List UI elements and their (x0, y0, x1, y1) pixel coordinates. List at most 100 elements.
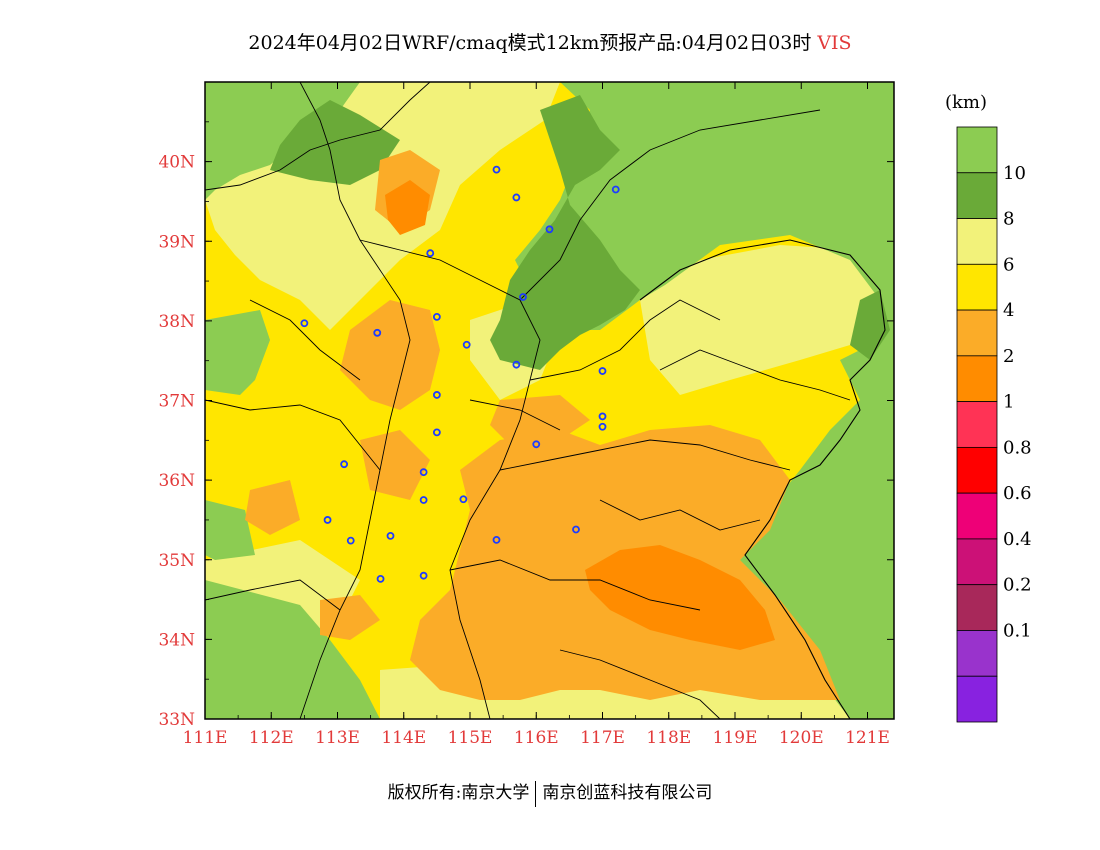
legend: (km) 10 8 6 4 2 1 0.8 0.6 0.4 0.2 0.1 (945, 92, 1032, 723)
vis-zone-gt10 (205, 310, 270, 395)
lat-tick-label: 36N (158, 471, 195, 491)
vis-zone-1-2 (385, 180, 430, 235)
city-station-marker (419, 571, 428, 580)
admin-border (559, 649, 721, 719)
lat-tick-label: 37N (158, 392, 195, 412)
legend-swatch (956, 401, 998, 448)
city-station-marker (376, 574, 385, 583)
vis-zone-8-10 (490, 95, 640, 370)
city-station-marker (419, 496, 428, 504)
city-station-marker (340, 460, 349, 469)
legend-swatch (956, 309, 998, 357)
vis-zone-8-10 (270, 100, 400, 185)
lon-tick-label: 118E (646, 728, 691, 748)
chart-title-main: 2024年04月02日WRF/cmaq模式12km预报产品:04月02日03时 (248, 32, 812, 54)
legend-unit: (km) (945, 92, 987, 113)
chart-title: 2024年04月02日WRF/cmaq模式12km预报产品:04月02日03时 V… (0, 28, 1100, 55)
vis-zone-8-10 (850, 290, 890, 360)
admin-border (359, 239, 541, 719)
legend-label: 4 (1003, 300, 1014, 321)
copyright-left: 版权所有:南京大学 (387, 783, 530, 803)
lat-tick-label: 33N (158, 710, 195, 730)
lon-tick-label: 117E (580, 728, 625, 748)
legend-swatch (956, 584, 998, 631)
legend-label: 6 (1003, 254, 1014, 275)
admin-border (205, 82, 431, 191)
legend-label: 0.2 (1003, 575, 1032, 596)
vis-zone-2-4 (245, 480, 300, 535)
lon-tick-label: 121E (845, 728, 890, 748)
lon-tick-label: 113E (315, 728, 360, 748)
legend-swatch (956, 355, 998, 403)
vis-zone-2-4 (340, 300, 440, 410)
legend-label: 1 (1003, 392, 1014, 413)
city-station-marker (492, 535, 501, 544)
city-station-marker (346, 536, 355, 545)
admin-border (659, 349, 851, 401)
legend-label: 8 (1003, 209, 1014, 230)
vis-zone-1-2 (585, 545, 775, 650)
admin-border (299, 82, 411, 719)
lon-tick-label: 112E (249, 728, 294, 748)
vis-zone-6-8 (640, 245, 880, 395)
legend-label: 0.1 (1003, 620, 1032, 641)
city-station-marker (519, 293, 527, 301)
admin-border (205, 399, 381, 471)
city-station-marker (432, 312, 441, 321)
city-station-marker (598, 412, 607, 421)
city-station-marker (426, 249, 435, 258)
legend-label: 2 (1003, 346, 1014, 367)
footer-separator (535, 780, 537, 807)
legend-swatch (956, 446, 998, 494)
admin-border (599, 499, 761, 531)
city-station-marker (545, 225, 554, 234)
lat-tick-label: 35N (158, 551, 195, 571)
lat-tick-label: 38N (158, 312, 195, 332)
city-station-marker (432, 428, 441, 437)
city-station-marker (419, 468, 428, 477)
copyright-footer: 版权所有:南京大学 南京创蓝科技有限公司 (0, 778, 1100, 807)
lon-tick-label: 120E (779, 728, 824, 748)
legend-label: 0.6 (1003, 483, 1032, 504)
lon-tick-label: 119E (713, 728, 758, 748)
admin-border (249, 299, 361, 381)
city-station-marker (512, 360, 521, 369)
legend-swatch (956, 630, 998, 677)
legend-swatch (956, 492, 998, 540)
legend-label: 0.8 (1003, 437, 1032, 458)
city-station-marker (323, 516, 332, 524)
lon-tick-label: 116E (514, 728, 559, 748)
admin-border (529, 299, 721, 381)
admin-border (205, 579, 341, 611)
city-station-marker (598, 422, 607, 431)
lon-tick-label: 111E (183, 728, 228, 748)
legend-swatch (956, 126, 998, 174)
legend-swatch (956, 675, 998, 723)
city-station-marker (459, 495, 468, 504)
city-station-marker (432, 391, 441, 399)
legend-swatch (956, 218, 998, 265)
lat-tick-label: 34N (158, 630, 195, 650)
admin-border (469, 399, 561, 431)
map-axes: 111E 112E 113E 114E 115E 116E 117E 118E 119E 120E… (158, 81, 894, 748)
legend-swatch (956, 263, 998, 311)
city-station-marker (512, 193, 521, 202)
city-station-marker (300, 319, 309, 328)
chart-title-variable: VIS (817, 32, 852, 54)
city-station-marker (611, 185, 620, 194)
legend-label: 10 (1003, 163, 1026, 184)
legend-swatch (956, 538, 998, 586)
lat-tick-label: 39N (158, 232, 195, 252)
copyright-right: 南京创蓝科技有限公司 (542, 783, 713, 803)
city-station-marker (572, 525, 580, 534)
vis-zone-gt10 (205, 500, 255, 560)
visibility-map (205, 82, 894, 719)
city-station-marker (492, 165, 501, 174)
lon-tick-label: 115E (448, 728, 493, 748)
city-station-marker (373, 328, 382, 337)
lat-tick-label: 40N (158, 153, 195, 173)
legend-label: 0.4 (1003, 529, 1032, 550)
city-station-marker (598, 367, 607, 375)
vis-zone-gt10 (205, 580, 380, 719)
